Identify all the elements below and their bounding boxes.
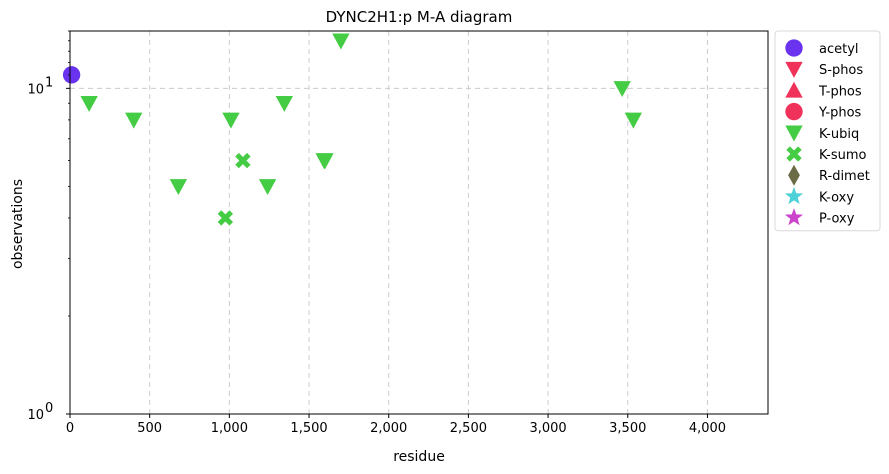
data-point-k-ubiq bbox=[332, 33, 350, 50]
legend-marker-s-phos bbox=[785, 61, 803, 78]
y-axis-label: observations bbox=[10, 179, 26, 269]
legend-label: R-dimet bbox=[819, 169, 870, 184]
data-point-k-ubiq bbox=[624, 112, 643, 129]
y-tick-exponent: 1 bbox=[45, 75, 53, 90]
x-axis-ticks: 0 500 1,000 1,500 2,000 2,500 3,000 3,500 4,000 bbox=[66, 414, 726, 436]
x-tick-label: 3,500 bbox=[609, 421, 646, 436]
data-point-k-ubiq bbox=[222, 112, 240, 129]
x-tick-label: 2,000 bbox=[370, 421, 407, 436]
legend-label: T-phos bbox=[818, 84, 862, 99]
x-tick-label: 1,000 bbox=[211, 421, 248, 436]
grid-lines bbox=[69, 31, 768, 415]
legend-marker-r-dimet bbox=[788, 164, 800, 186]
x-tick-label: 2,500 bbox=[450, 421, 487, 436]
data-point-acetyl bbox=[62, 66, 81, 84]
legend-label: acetyl bbox=[819, 42, 859, 57]
legend-label: K-sumo bbox=[819, 148, 867, 163]
data-point-k-ubiq bbox=[125, 112, 143, 129]
plot-frame bbox=[69, 30, 769, 415]
y-tick-label: 10 bbox=[27, 82, 44, 97]
legend: acetyl S-phos T-phos Y-phos K-ubiq K-sumo R-di… bbox=[774, 30, 881, 232]
legend-marker-t-phos bbox=[785, 81, 803, 98]
legend-marker-acetyl bbox=[785, 39, 803, 57]
data-point-k-sumo bbox=[217, 210, 234, 226]
x-axis-label: residue bbox=[393, 449, 445, 465]
legend-box bbox=[774, 30, 881, 232]
x-tick-label: 4,000 bbox=[689, 421, 726, 436]
y-tick-label: 10 bbox=[27, 408, 44, 423]
data-point-k-ubiq bbox=[275, 95, 294, 112]
legend-marker-k-sumo bbox=[786, 146, 802, 162]
legend-label: Y-phos bbox=[818, 106, 862, 121]
x-tick-label: 0 bbox=[66, 421, 74, 436]
y-tick-exponent: 0 bbox=[45, 401, 53, 416]
legend-marker-y-phos bbox=[785, 102, 803, 121]
legend-marker-p-oxy bbox=[784, 208, 804, 226]
data-point-k-ubiq bbox=[80, 95, 98, 112]
legend-marker-k-ubiq bbox=[785, 125, 803, 142]
legend-marker-k-oxy bbox=[784, 186, 804, 205]
legend-label: K-ubiq bbox=[819, 127, 859, 142]
data-point-k-ubiq bbox=[613, 81, 631, 98]
x-tick-label: 500 bbox=[137, 421, 162, 436]
data-point-k-sumo bbox=[235, 152, 251, 169]
data-points bbox=[62, 33, 643, 226]
x-tick-label: 3,000 bbox=[529, 421, 566, 436]
legend-label: K-oxy bbox=[819, 190, 854, 205]
legend-label: P-oxy bbox=[819, 212, 855, 227]
data-point-k-ubiq bbox=[258, 179, 277, 196]
data-point-k-ubiq bbox=[316, 153, 334, 170]
data-point-k-ubiq bbox=[169, 179, 188, 196]
x-tick-label: 1,500 bbox=[290, 421, 327, 436]
chart-title: DYNC2H1:p M-A diagram bbox=[326, 8, 513, 26]
legend-label: S-phos bbox=[819, 63, 863, 78]
